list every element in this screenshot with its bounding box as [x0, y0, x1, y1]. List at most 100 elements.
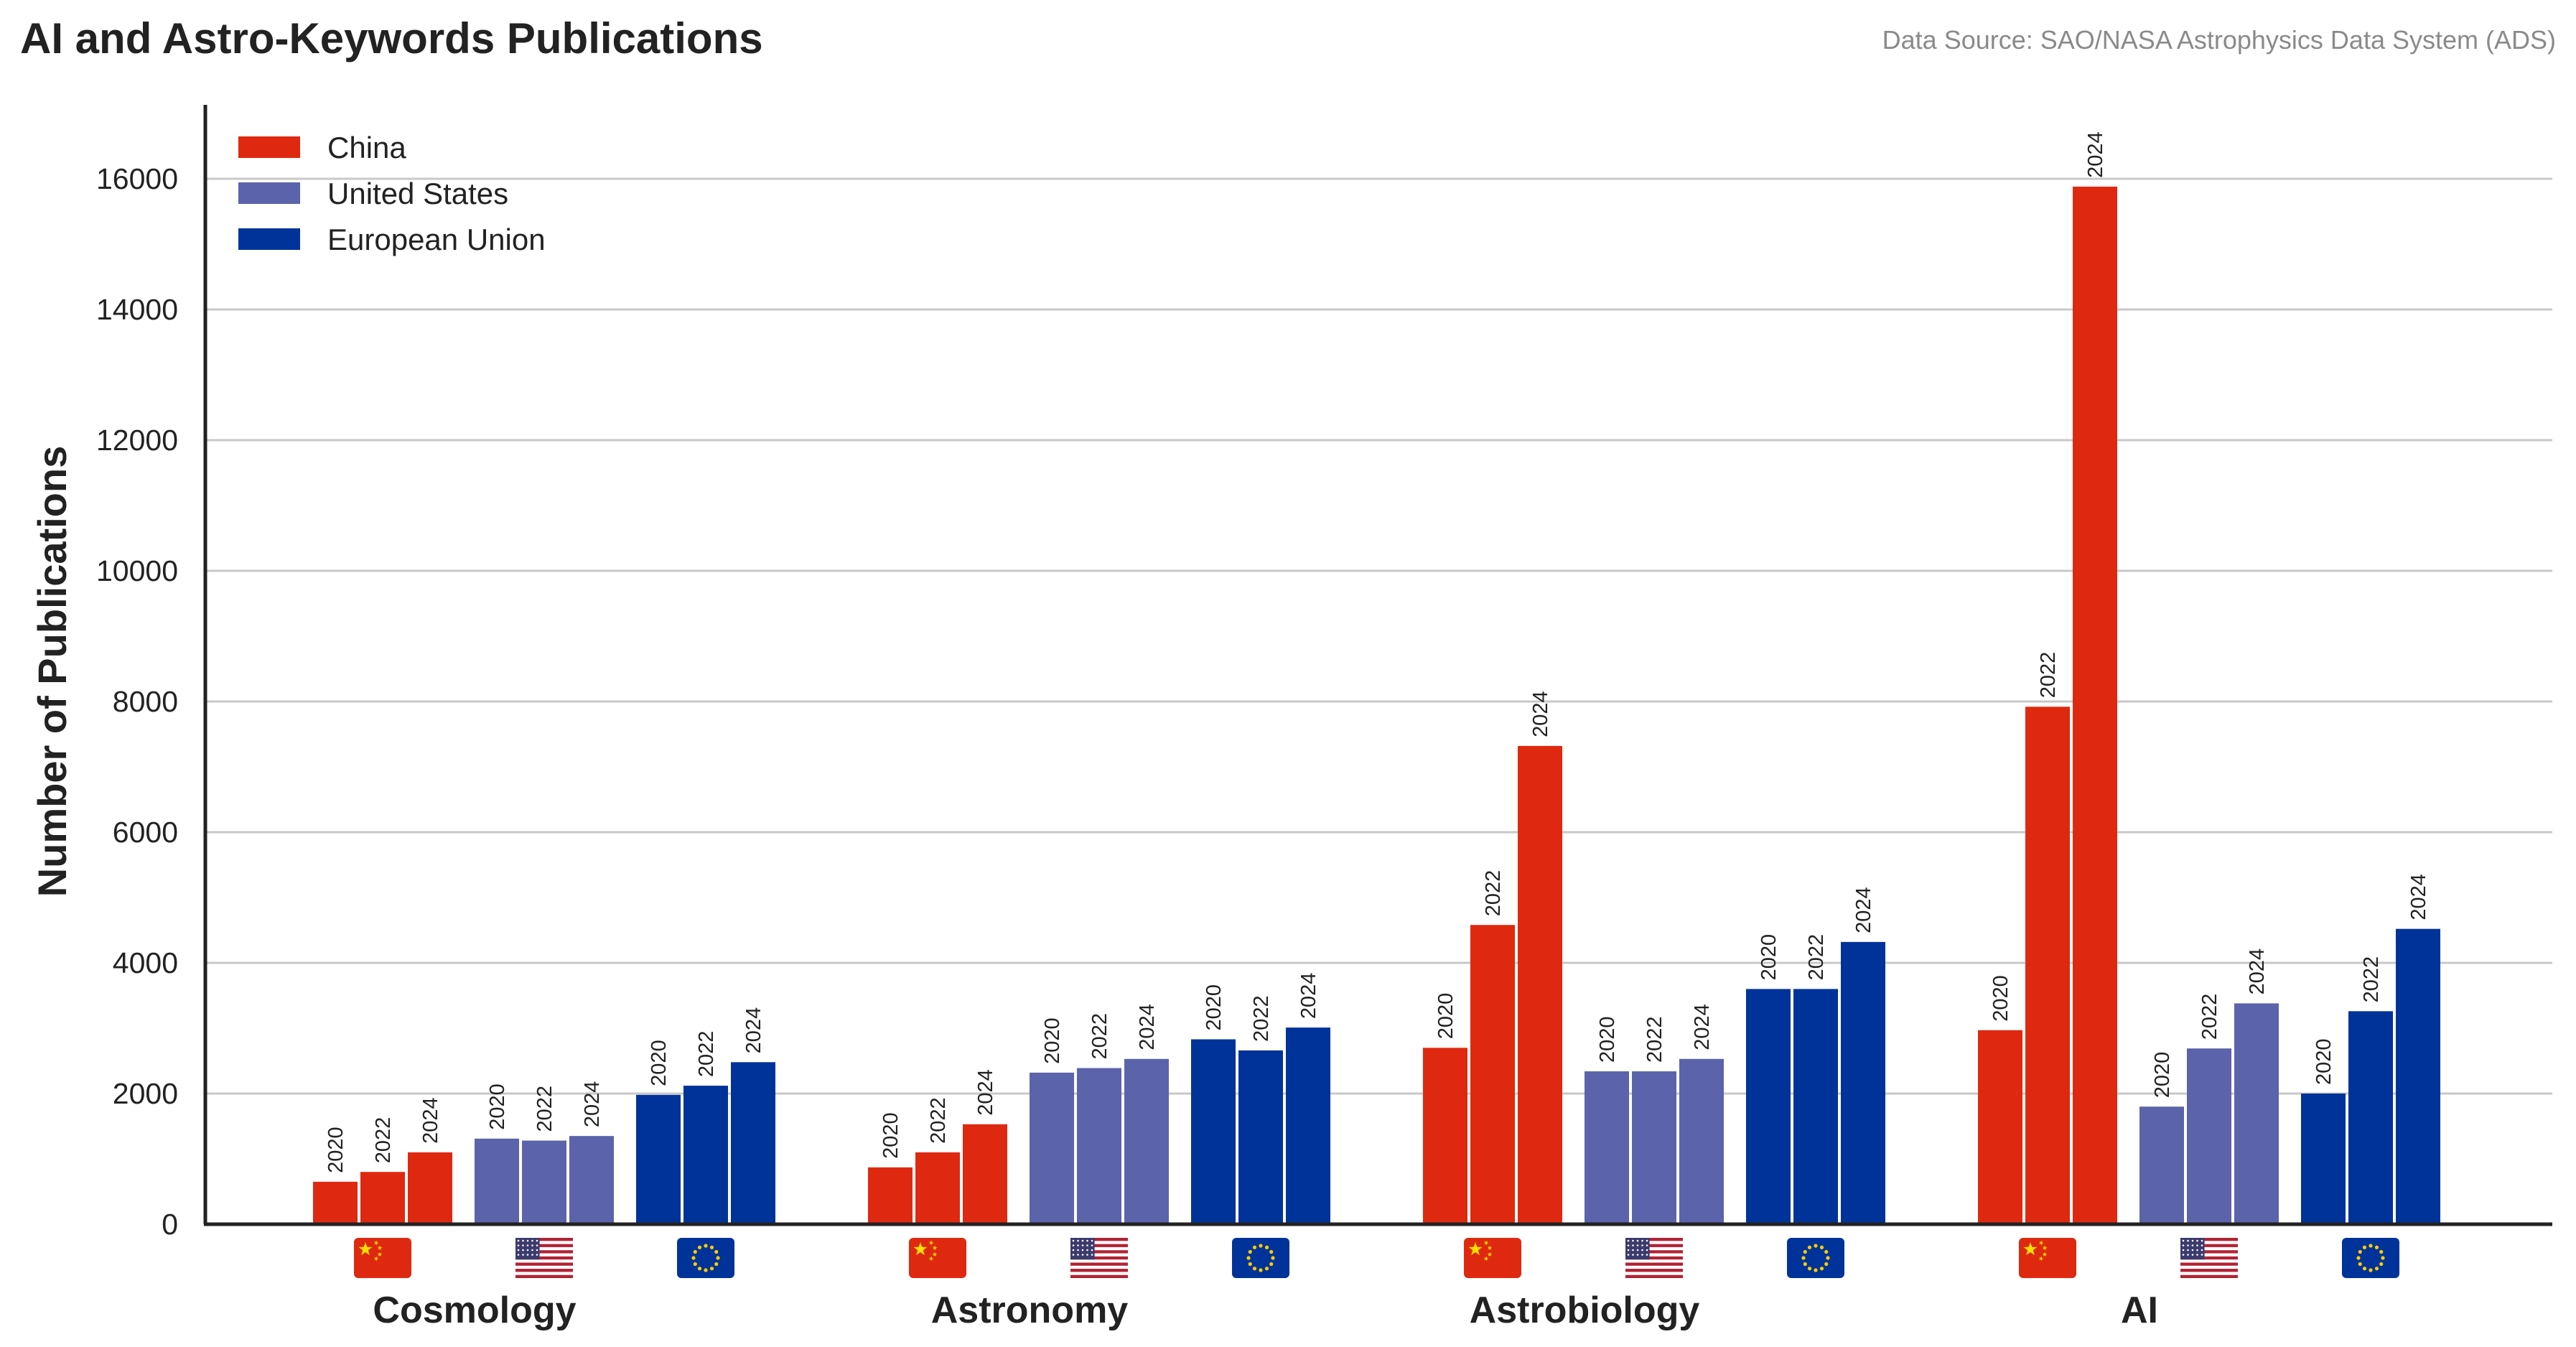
category-label: Astronomy: [931, 1290, 1129, 1331]
bar-year-label: 2022: [1250, 995, 1273, 1042]
bar-china-astrobiology-2022: [1470, 925, 1515, 1224]
bar-china-ai-2022: [2025, 707, 2070, 1224]
bar-year-label: 2022: [927, 1097, 950, 1144]
bar-eu-astrobiology-2020: [1746, 989, 1791, 1224]
bar-china-astrobiology-2020: [1423, 1048, 1467, 1224]
eu-flag-icon: [2342, 1238, 2399, 1278]
bar-eu-ai-2022: [2348, 1011, 2393, 1224]
y-tick-label: 0: [162, 1208, 178, 1241]
bar-year-label: 2020: [486, 1083, 509, 1130]
bar-china-ai-2020: [1978, 1030, 2022, 1224]
bar-year-label: 2020: [2151, 1052, 2174, 1099]
us-flag-icon: [1625, 1238, 1683, 1278]
bar-year-label: 2024: [974, 1069, 997, 1116]
bar-eu-cosmology-2020: [636, 1094, 681, 1224]
bar-us-astronomy-2024: [1124, 1058, 1169, 1224]
bar-eu-astrobiology-2022: [1793, 989, 1838, 1224]
eu-flag-icon: [1787, 1238, 1844, 1278]
bar-year-label: 2024: [1529, 691, 1552, 737]
bar-year-label: 2020: [1434, 993, 1457, 1040]
bar-year-label: 2020: [879, 1112, 902, 1159]
china-flag-icon: [1464, 1238, 1521, 1278]
data-source-note: Data Source: SAO/NASA Astrophysics Data …: [1882, 25, 2556, 55]
bar-us-cosmology-2020: [475, 1138, 519, 1224]
bar-year-label: 2024: [1297, 973, 1320, 1020]
bar-year-label: 2020: [648, 1040, 671, 1086]
bar-us-astrobiology-2020: [1585, 1071, 1629, 1224]
bar-eu-ai-2020: [2301, 1094, 2346, 1224]
bar-year-label: 2022: [2198, 994, 2221, 1040]
y-tick-label: 16000: [96, 162, 178, 195]
bar-us-astronomy-2020: [1030, 1072, 1074, 1224]
bar-eu-astrobiology-2024: [1841, 941, 1885, 1224]
bar-year-label: 2022: [533, 1086, 556, 1132]
bar-year-label: 2020: [1989, 975, 2012, 1022]
bar-year-label: 2024: [2246, 949, 2269, 995]
category-label: Astrobiology: [1470, 1290, 1700, 1331]
bar-china-cosmology-2024: [408, 1152, 452, 1224]
bar-china-ai-2024: [2073, 186, 2117, 1224]
eu-flag-icon: [1232, 1238, 1289, 1278]
year-labels: 2020 2022 2024 2020 2022 2024 2020 2022 2024 2020…: [325, 131, 2430, 1173]
bar-us-ai-2024: [2234, 1003, 2279, 1224]
us-flag-icon: [1070, 1238, 1128, 1278]
bar-year-label: 2022: [695, 1031, 718, 1078]
legend: China United States European Union: [238, 131, 546, 256]
bar-year-label: 2024: [1691, 1004, 1714, 1050]
category-label: AI: [2121, 1290, 2158, 1331]
bar-eu-astronomy-2022: [1238, 1050, 1283, 1224]
bar-year-label: 2020: [1041, 1017, 1064, 1064]
bar-year-label: 2022: [1482, 870, 1505, 917]
us-flag-icon: [515, 1238, 573, 1278]
eu-flag-icon: [677, 1238, 734, 1278]
bar-china-astronomy-2020: [868, 1167, 913, 1224]
y-axis-ticks: 0 2000 4000 6000 8000 10000 12000 14000 16000: [96, 162, 178, 1241]
us-flag-icon: [2180, 1238, 2238, 1278]
bar-us-astrobiology-2022: [1632, 1071, 1676, 1224]
bar-year-label: 2022: [372, 1117, 395, 1164]
bar-year-label: 2024: [581, 1081, 604, 1128]
bar-year-label: 2020: [1203, 984, 1226, 1031]
bar-year-label: 2020: [2313, 1038, 2335, 1085]
bar-year-label: 2020: [1596, 1017, 1619, 1063]
y-axis-label: Number of Publications: [29, 446, 75, 898]
bar-china-cosmology-2022: [360, 1172, 405, 1224]
bar-year-label: 2024: [2084, 131, 2107, 178]
bar-us-cosmology-2022: [522, 1140, 566, 1224]
bar-year-label: 2022: [1805, 934, 1828, 981]
bar-eu-cosmology-2022: [683, 1086, 728, 1224]
chart-title: AI and Astro-Keywords Publications: [20, 14, 763, 62]
bar-eu-cosmology-2024: [731, 1062, 775, 1224]
legend-label: China: [327, 131, 406, 164]
bar-china-cosmology-2020: [313, 1181, 358, 1224]
bar-year-label: 2024: [2407, 874, 2430, 920]
bar-year-label: 2022: [1643, 1017, 1666, 1063]
bar-china-astronomy-2022: [915, 1152, 960, 1224]
bar-us-ai-2022: [2187, 1048, 2231, 1224]
bar-us-cosmology-2024: [569, 1136, 614, 1224]
bar-year-label: 2022: [1088, 1013, 1111, 1060]
bar-year-label: 2020: [325, 1127, 347, 1173]
bar-year-label: 2024: [1852, 887, 1875, 933]
china-flag-icon: [2019, 1238, 2076, 1278]
bar-year-label: 2020: [1758, 934, 1781, 981]
bar-year-label: 2024: [742, 1007, 765, 1054]
legend-label: European Union: [327, 223, 546, 256]
bar-us-astronomy-2022: [1077, 1068, 1121, 1224]
y-tick-label: 4000: [113, 946, 178, 979]
bar-us-ai-2020: [2139, 1106, 2184, 1224]
bar-year-label: 2024: [1136, 1004, 1159, 1050]
bar-year-label: 2022: [2360, 956, 2383, 1003]
y-tick-label: 2000: [113, 1077, 178, 1110]
y-tick-label: 10000: [96, 554, 178, 587]
china-flag-icon: [354, 1238, 411, 1278]
category-label: Cosmology: [373, 1290, 576, 1331]
bar-us-astrobiology-2024: [1679, 1058, 1724, 1224]
gridlines: [205, 177, 2552, 1095]
bar-year-label: 2024: [419, 1097, 442, 1144]
bar-eu-ai-2024: [2396, 928, 2440, 1224]
bar-eu-astronomy-2024: [1286, 1027, 1330, 1224]
y-tick-label: 14000: [96, 293, 178, 326]
bar-year-label: 2022: [2037, 652, 2060, 699]
